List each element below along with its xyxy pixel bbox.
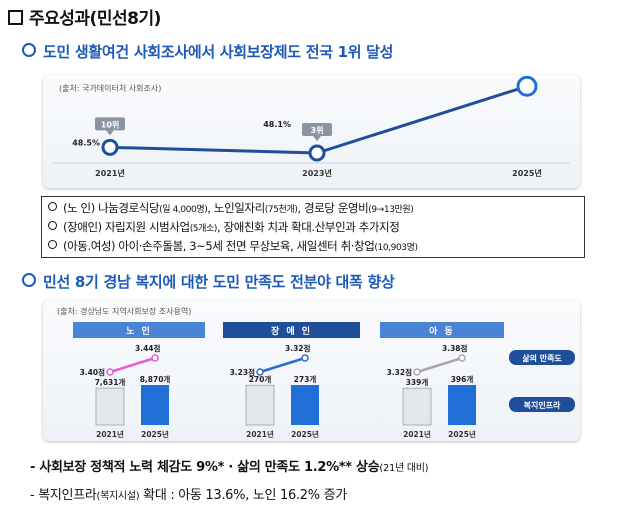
panel-title: 아 동 <box>429 325 455 337</box>
circle-bullet-icon <box>48 240 57 249</box>
data-point <box>308 144 326 162</box>
satisfaction-label: 3.32점 <box>387 367 413 377</box>
satisfaction-label: 3.44점 <box>135 343 161 353</box>
panel-title-bg <box>380 322 504 338</box>
satisfaction-label: 3.32점 <box>285 343 311 353</box>
data-label: 48.1% <box>263 120 291 129</box>
legend-tag-bg <box>509 350 575 365</box>
satisfaction-label: 3.38점 <box>442 343 468 353</box>
circle-bullet-icon <box>22 43 36 57</box>
bullets-box: (노 인) 나눔경로식당(일 4,000명), 노인일자리(75천개), 경로당… <box>41 196 585 258</box>
panel-title-bg <box>73 322 205 338</box>
bar-label: 273개 <box>294 374 317 384</box>
circle-bullet-icon <box>22 273 36 287</box>
satisfaction-point <box>256 368 264 376</box>
satisfaction-point <box>458 354 466 362</box>
satisfaction-line <box>109 356 156 374</box>
rank-label: 10위 <box>101 119 120 129</box>
rank-badge <box>95 117 125 131</box>
x-tick-label: 2021년 <box>246 429 274 439</box>
bar-label: 339개 <box>406 377 429 387</box>
chart1-svg: 2021년10위2023년3위2025년1위48.5%48.1%52.8% <box>53 75 570 178</box>
satisfaction-point <box>106 368 114 376</box>
satisfaction-line <box>416 356 463 374</box>
bar-label: 270개 <box>249 374 272 384</box>
infra-bar <box>448 385 476 425</box>
footer-line1: - 사회보장 정책적 노력 체감도 9%* · 삶의 만족도 1.2%** 상승… <box>30 460 429 475</box>
x-tick-label: 2025년 <box>512 168 542 178</box>
bullet-item: (아동.여성) 아이·손주돌봄, 3~5세 전면 무상보육, 새일센터 취·창업… <box>48 238 418 254</box>
infra-bar <box>291 385 319 425</box>
x-tick-label: 2021년 <box>403 429 431 439</box>
legend-label: 삶의 만족도 <box>522 353 562 363</box>
infra-bar <box>245 384 275 426</box>
footer-line2: - 복지인프라(복지시설) 확대 : 아동 13.6%, 노인 16.2% 증가 <box>30 488 347 503</box>
section1-title: 도민 생활여건 사회조사에서 사회보장제도 전국 1위 달성 <box>22 41 393 62</box>
chart2-source: (출처: 경상남도 지역사회보장 조사용역) <box>57 307 192 316</box>
checkbox-icon <box>8 10 23 25</box>
x-tick-label: 2025년 <box>291 429 319 439</box>
rank-badge-pointer <box>106 130 114 136</box>
x-tick-label: 2025년 <box>448 429 476 439</box>
satisfaction-point <box>301 354 309 362</box>
bullet-item: (노 인) 나눔경로식당(일 4,000명), 노인일자리(75천개), 경로당… <box>48 200 414 216</box>
infra-bar <box>141 385 169 425</box>
rank-label: 3위 <box>311 125 324 135</box>
section2-title: 민선 8기 경남 복지에 대한 도민 만족도 전분야 대폭 향상 <box>22 271 395 292</box>
data-label: 48.5% <box>72 138 100 147</box>
rank-badge-pointer <box>313 136 321 141</box>
x-tick-label: 2021년 <box>96 429 124 439</box>
infra-bar <box>95 387 125 426</box>
bullet-item: (장애인) 자립지원 시범사업(5개소), 장애친화 치과 확대.산부인과 추가… <box>48 219 400 235</box>
bar-label: 7,631개 <box>95 377 126 387</box>
data-point <box>516 75 538 97</box>
satisfaction-point <box>151 354 159 362</box>
satisfaction-label: 3.40점 <box>80 367 106 377</box>
panel-title: 노 인 <box>126 326 152 337</box>
satisfaction-point <box>413 368 421 376</box>
x-tick-label: 2025년 <box>141 429 169 439</box>
series-segment <box>109 145 318 155</box>
satisfaction-line <box>259 356 306 374</box>
satisfaction-label: 3.23점 <box>230 367 256 377</box>
data-point <box>101 138 119 156</box>
rank-badge <box>302 123 332 136</box>
x-tick-label: 2021년 <box>95 168 125 178</box>
chart1-source: (출처: 국가데이터처 사회조사) <box>59 84 162 93</box>
circle-bullet-icon <box>48 202 57 211</box>
legend-label: 복지인프라 <box>524 400 561 410</box>
panel-title-bg <box>223 322 360 338</box>
chart2-svg: 노 인 3.40점 3.44점 7,631개 2021년 8,870개 2025년 장 애 인… <box>73 322 575 439</box>
infra-bar <box>402 387 432 426</box>
circle-bullet-icon <box>48 221 57 230</box>
legend-tag-bg <box>509 397 575 412</box>
x-tick-label: 2023년 <box>302 168 332 178</box>
page-title: 주요성과(민선8기) <box>8 4 161 29</box>
chart1-panel: (출처: 국가데이터처 사회조사) 2021년10위2023년3위2025년1위… <box>43 75 580 188</box>
bar-label: 8,870개 <box>140 374 171 384</box>
panel-title: 장 애 인 <box>271 325 312 337</box>
series-segment <box>316 84 528 155</box>
chart2-panel: (출처: 경상남도 지역사회보장 조사용역) 노 인 3.40점 3.44점 7,63… <box>43 300 580 441</box>
bar-label: 396개 <box>451 374 474 384</box>
